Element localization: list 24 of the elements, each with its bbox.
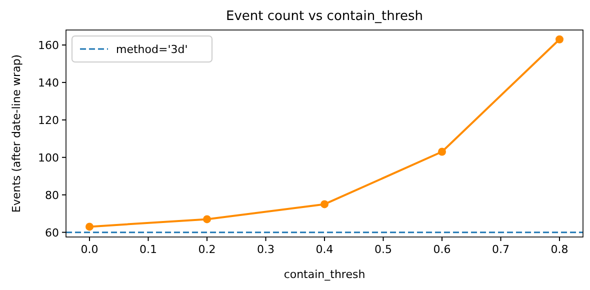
x-tick-label: 0.3	[257, 243, 274, 256]
y-tick-label: 80	[45, 188, 59, 202]
point	[320, 200, 328, 208]
y-tick-label: 120	[38, 114, 59, 127]
x-tick-label: 0.1	[140, 243, 157, 256]
y-axis-title: Events (after date-line wrap)	[10, 54, 23, 213]
x-tick-label: 0.2	[198, 243, 216, 256]
chart-title: Event count vs contain_thresh	[226, 9, 423, 24]
x-tick-label: 0.6	[433, 243, 451, 256]
x-tick-label: 0.4	[316, 243, 334, 256]
y-tick-label: 100	[38, 151, 59, 164]
y-tick-label: 140	[38, 76, 59, 90]
x-axis-title: contain_thresh	[284, 268, 366, 281]
x-tick-label: 0.8	[550, 243, 568, 256]
point	[556, 35, 564, 44]
point	[86, 222, 94, 231]
x-tick-label: 0.7	[492, 243, 510, 256]
point	[203, 215, 211, 224]
x-tick-label: 0.5	[374, 243, 392, 256]
x-tick-label: 0.0	[80, 243, 98, 256]
legend-label: method='3d'	[116, 43, 188, 56]
point	[438, 148, 446, 156]
y-tick-label: 160	[38, 38, 59, 52]
y-tick-label: 60	[45, 226, 59, 240]
